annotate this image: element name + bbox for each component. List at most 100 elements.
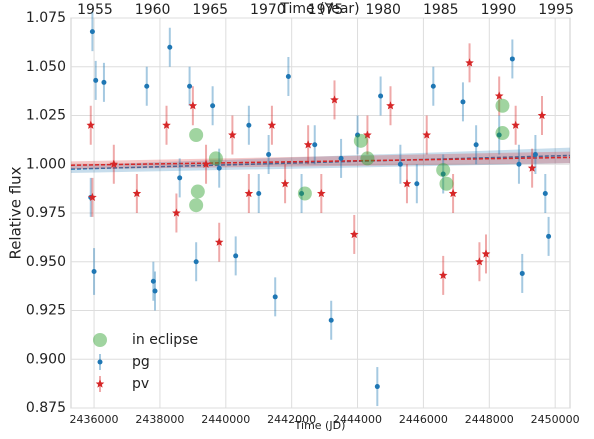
y-tick-label: 1.050: [26, 59, 66, 75]
legend-label: in eclipse: [132, 332, 198, 348]
eclipse-marker: [495, 98, 510, 113]
point: [312, 142, 318, 148]
legend-marker: [97, 359, 103, 365]
star-marker: [228, 130, 237, 139]
star-marker: [317, 189, 326, 198]
x2-tick-label: 1985: [423, 2, 459, 18]
star-marker: [88, 192, 97, 201]
point: [546, 233, 552, 239]
point: [473, 142, 479, 148]
x2-tick-label: 1965: [192, 2, 228, 18]
x2-tick-label: 1970: [250, 2, 286, 18]
point: [285, 74, 291, 79]
point: [542, 191, 548, 196]
eclipse-marker: [353, 133, 368, 148]
fit-line: [70, 154, 571, 170]
x-tick-label: 2446000: [399, 413, 448, 426]
point: [152, 288, 158, 294]
point: [440, 171, 446, 177]
point: [414, 181, 420, 187]
star-marker: [303, 140, 313, 149]
point: [187, 83, 193, 89]
point: [378, 93, 384, 99]
star-marker: [132, 189, 142, 198]
point: [266, 152, 272, 157]
eclipse-marker: [297, 186, 312, 201]
x2-tick-label: 1975: [308, 2, 344, 18]
x-axis-label: Time (JD): [294, 419, 346, 432]
point: [216, 165, 222, 171]
star-marker: [109, 159, 119, 168]
y-tick-label: 1.025: [26, 108, 66, 124]
point: [496, 132, 502, 138]
star-marker: [267, 120, 277, 129]
fit-band: [71, 147, 570, 174]
x2-tick-label: 1990: [481, 2, 517, 18]
star-marker: [448, 189, 458, 198]
eclipse-marker: [189, 128, 204, 142]
point: [150, 278, 156, 284]
point: [430, 83, 436, 89]
x-tick-label: 2438000: [135, 413, 184, 426]
star-marker: [330, 95, 339, 104]
legend-marker: [95, 379, 105, 388]
star-marker: [244, 189, 254, 198]
point: [193, 259, 199, 265]
y-axis-label: Relative flux: [7, 166, 25, 259]
y-tick-label: 0.875: [26, 400, 66, 416]
point: [299, 191, 305, 196]
star-marker: [86, 120, 95, 129]
point: [328, 317, 334, 323]
x-tick-label: 2450000: [531, 413, 580, 426]
point: [177, 175, 183, 181]
star-marker: [438, 270, 448, 279]
plot-layer: [70, 12, 571, 407]
star-marker: [422, 130, 431, 139]
star-marker: [214, 237, 224, 246]
y-tick-label: 1.000: [26, 156, 66, 172]
eclipse-marker: [439, 176, 454, 191]
y-tick-label: 0.925: [26, 303, 66, 319]
point: [509, 56, 515, 62]
x2-tick-label: 1960: [135, 2, 171, 18]
point: [167, 44, 173, 50]
star-marker: [481, 249, 491, 258]
point: [397, 161, 403, 167]
star-marker: [386, 101, 395, 110]
eclipse-marker: [436, 163, 451, 178]
star-marker: [511, 120, 520, 129]
eclipse-marker: [495, 126, 510, 141]
x-tick-label: 2448000: [465, 413, 514, 426]
x-tick-label: 2436000: [70, 413, 119, 426]
legend-label: pv: [132, 376, 149, 392]
point: [355, 132, 361, 138]
y-tick-label: 0.975: [26, 205, 66, 221]
point: [210, 103, 216, 109]
fit-line: [70, 156, 571, 166]
point: [246, 122, 252, 128]
x2-tick-label: 1955: [77, 2, 113, 18]
star-marker: [188, 101, 198, 110]
eclipse-marker: [189, 198, 204, 213]
legend-label: pg: [132, 354, 150, 370]
point: [338, 155, 344, 161]
star-marker: [494, 91, 504, 100]
star-marker: [475, 257, 484, 266]
point: [374, 384, 380, 390]
star-marker: [465, 58, 474, 67]
star-marker: [201, 159, 211, 168]
fit-band: [71, 151, 570, 170]
x2-tick-label: 1995: [538, 2, 574, 18]
point: [89, 29, 95, 35]
y-tick-label: 0.950: [26, 254, 66, 270]
y-tick-label: 1.075: [26, 10, 66, 26]
star-marker: [537, 111, 547, 120]
star-marker: [363, 130, 372, 139]
x2-axis-label: Time (Year): [279, 1, 359, 17]
star-marker: [527, 163, 537, 172]
legend-marker: [93, 333, 107, 347]
x2-tick-label: 1980: [365, 2, 401, 18]
point: [93, 77, 99, 83]
star-marker: [172, 208, 181, 217]
